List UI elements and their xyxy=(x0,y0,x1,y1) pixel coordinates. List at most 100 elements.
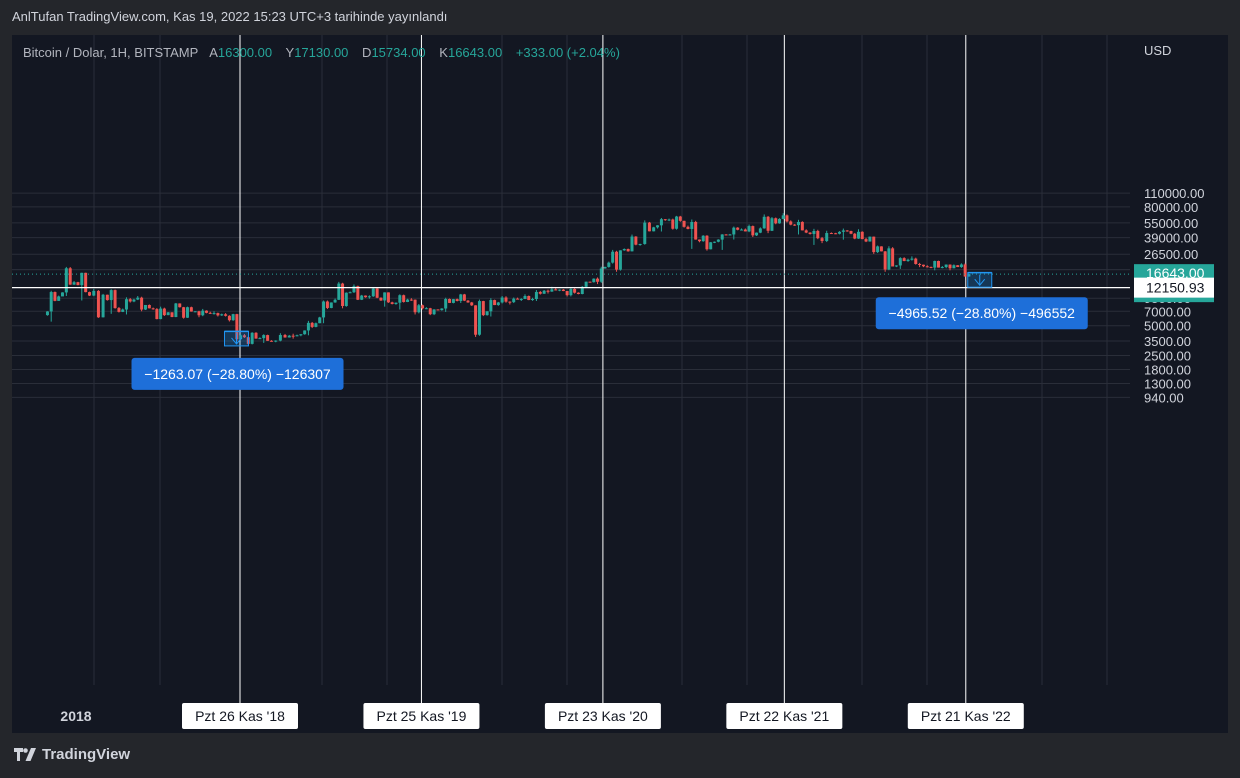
candle-body-14 xyxy=(101,294,105,318)
candle-body-176 xyxy=(724,234,728,236)
candle-body-41 xyxy=(204,310,208,313)
candle-body-228 xyxy=(925,266,929,268)
chart-panel[interactable]: −1263.07 (−28.80%) −126307 −4965.52 (−28.… xyxy=(12,35,1228,733)
candle-body-145 xyxy=(603,266,607,269)
candle-body-47 xyxy=(227,315,231,321)
candle-body-139 xyxy=(580,286,584,295)
measure-label-box-0 xyxy=(131,357,344,390)
candle-body-205 xyxy=(837,231,841,234)
candle-body-54 xyxy=(254,332,258,339)
candle-body-64 xyxy=(295,335,299,337)
candle-body-193 xyxy=(789,221,793,225)
y-tick-10: 2500.00 xyxy=(1144,348,1191,363)
symbol-title[interactable]: Bitcoin / Dolar, 1H, BITSTAMP xyxy=(23,45,199,60)
candle-body-72 xyxy=(325,301,329,308)
candle-body-24 xyxy=(140,297,144,310)
candle-body-185 xyxy=(758,228,762,233)
candle-body-18 xyxy=(117,308,121,312)
y-tick-8: 5000.00 xyxy=(1144,319,1191,334)
candle-body-44 xyxy=(216,313,220,316)
candle-body-169 xyxy=(697,239,701,242)
candle-body-11 xyxy=(88,292,92,296)
candle-body-146 xyxy=(607,262,611,267)
candle-body-108 xyxy=(462,294,466,301)
candle-body-135 xyxy=(565,291,569,296)
candle-body-23 xyxy=(136,297,140,300)
candle-body-188 xyxy=(770,218,774,231)
candle-body-1 xyxy=(49,292,53,312)
candle-body-224 xyxy=(910,258,914,260)
candle-body-200 xyxy=(816,230,820,239)
close-label: K xyxy=(439,45,448,60)
candle-body-22 xyxy=(132,299,136,302)
candle-body-239 xyxy=(967,274,971,277)
candle-body-215 xyxy=(876,246,880,253)
candle-body-27 xyxy=(151,308,155,310)
candle-body-229 xyxy=(929,266,933,268)
x-label-4: Pzt 22 Kas '21 xyxy=(739,708,829,724)
tradingview-brand[interactable]: TradingView xyxy=(14,746,130,763)
candle-body-46 xyxy=(224,314,228,316)
candle-body-109 xyxy=(466,300,470,303)
candle-body-76 xyxy=(341,283,345,306)
candle-body-179 xyxy=(736,227,740,230)
y-tick-9: 3500.00 xyxy=(1144,334,1191,349)
candle-body-220 xyxy=(894,265,898,267)
candle-body-99 xyxy=(428,308,432,315)
candle-body-35 xyxy=(182,307,186,318)
candle-body-174 xyxy=(716,239,720,242)
candle-body-93 xyxy=(406,299,410,302)
y-tick-4: 26500.00 xyxy=(1144,247,1198,262)
candle-body-97 xyxy=(421,305,425,309)
candle-body-74 xyxy=(333,299,337,303)
candle-body-141 xyxy=(588,281,592,283)
candle-body-123 xyxy=(519,298,523,300)
candle-body-65 xyxy=(299,334,303,336)
candle-body-166 xyxy=(686,226,690,229)
candle-body-209 xyxy=(853,233,857,239)
candle-body-98 xyxy=(424,308,428,310)
candle-body-177 xyxy=(728,234,732,236)
candle-body-235 xyxy=(952,265,956,269)
candle-body-4 xyxy=(60,292,64,297)
candle-body-85 xyxy=(375,288,379,298)
candle-body-45 xyxy=(220,314,224,316)
candle-body-89 xyxy=(390,302,394,304)
candle-body-83 xyxy=(367,296,371,298)
candle-body-223 xyxy=(906,259,910,262)
candle-body-105 xyxy=(451,299,455,303)
high-label: Y xyxy=(285,45,295,60)
price-chart[interactable]: −1263.07 (−28.80%) −126307 −4965.52 (−28.… xyxy=(12,35,1228,733)
y-tick-12: 1300.00 xyxy=(1144,376,1191,391)
candle-body-163 xyxy=(675,216,679,229)
candle-body-236 xyxy=(956,265,960,268)
candle-body-88 xyxy=(386,292,390,303)
candle-body-124 xyxy=(523,296,527,299)
candle-body-189 xyxy=(774,218,778,224)
candle-body-38 xyxy=(193,311,197,313)
candle-body-181 xyxy=(743,229,747,232)
candle-body-12 xyxy=(92,290,96,296)
candle-body-153 xyxy=(634,236,638,245)
candle-body-36 xyxy=(185,307,189,318)
candle-body-125 xyxy=(527,296,531,301)
candle-body-5 xyxy=(64,268,68,293)
candle-body-132 xyxy=(554,289,558,291)
candle-body-115 xyxy=(489,300,493,312)
candle-body-103 xyxy=(444,298,448,309)
axis-unit-label: USD xyxy=(1144,43,1171,58)
candle-body-95 xyxy=(413,299,417,313)
candle-body-39 xyxy=(197,311,201,316)
candle-body-167 xyxy=(690,221,694,229)
candle-body-156 xyxy=(647,222,651,232)
candle-body-53 xyxy=(250,332,254,344)
candle-body-15 xyxy=(105,294,109,301)
measure-label-1: −4965.52 (−28.80%) −496552 xyxy=(889,305,1076,321)
measure-arrow-head-1 xyxy=(974,278,986,286)
candle-body-78 xyxy=(348,292,352,294)
x-label-box-4 xyxy=(726,703,843,729)
x-label-box-5 xyxy=(907,703,1024,729)
candle-body-33 xyxy=(174,303,178,318)
close-value: 16643.00 xyxy=(447,45,503,60)
candle-body-159 xyxy=(659,219,663,226)
